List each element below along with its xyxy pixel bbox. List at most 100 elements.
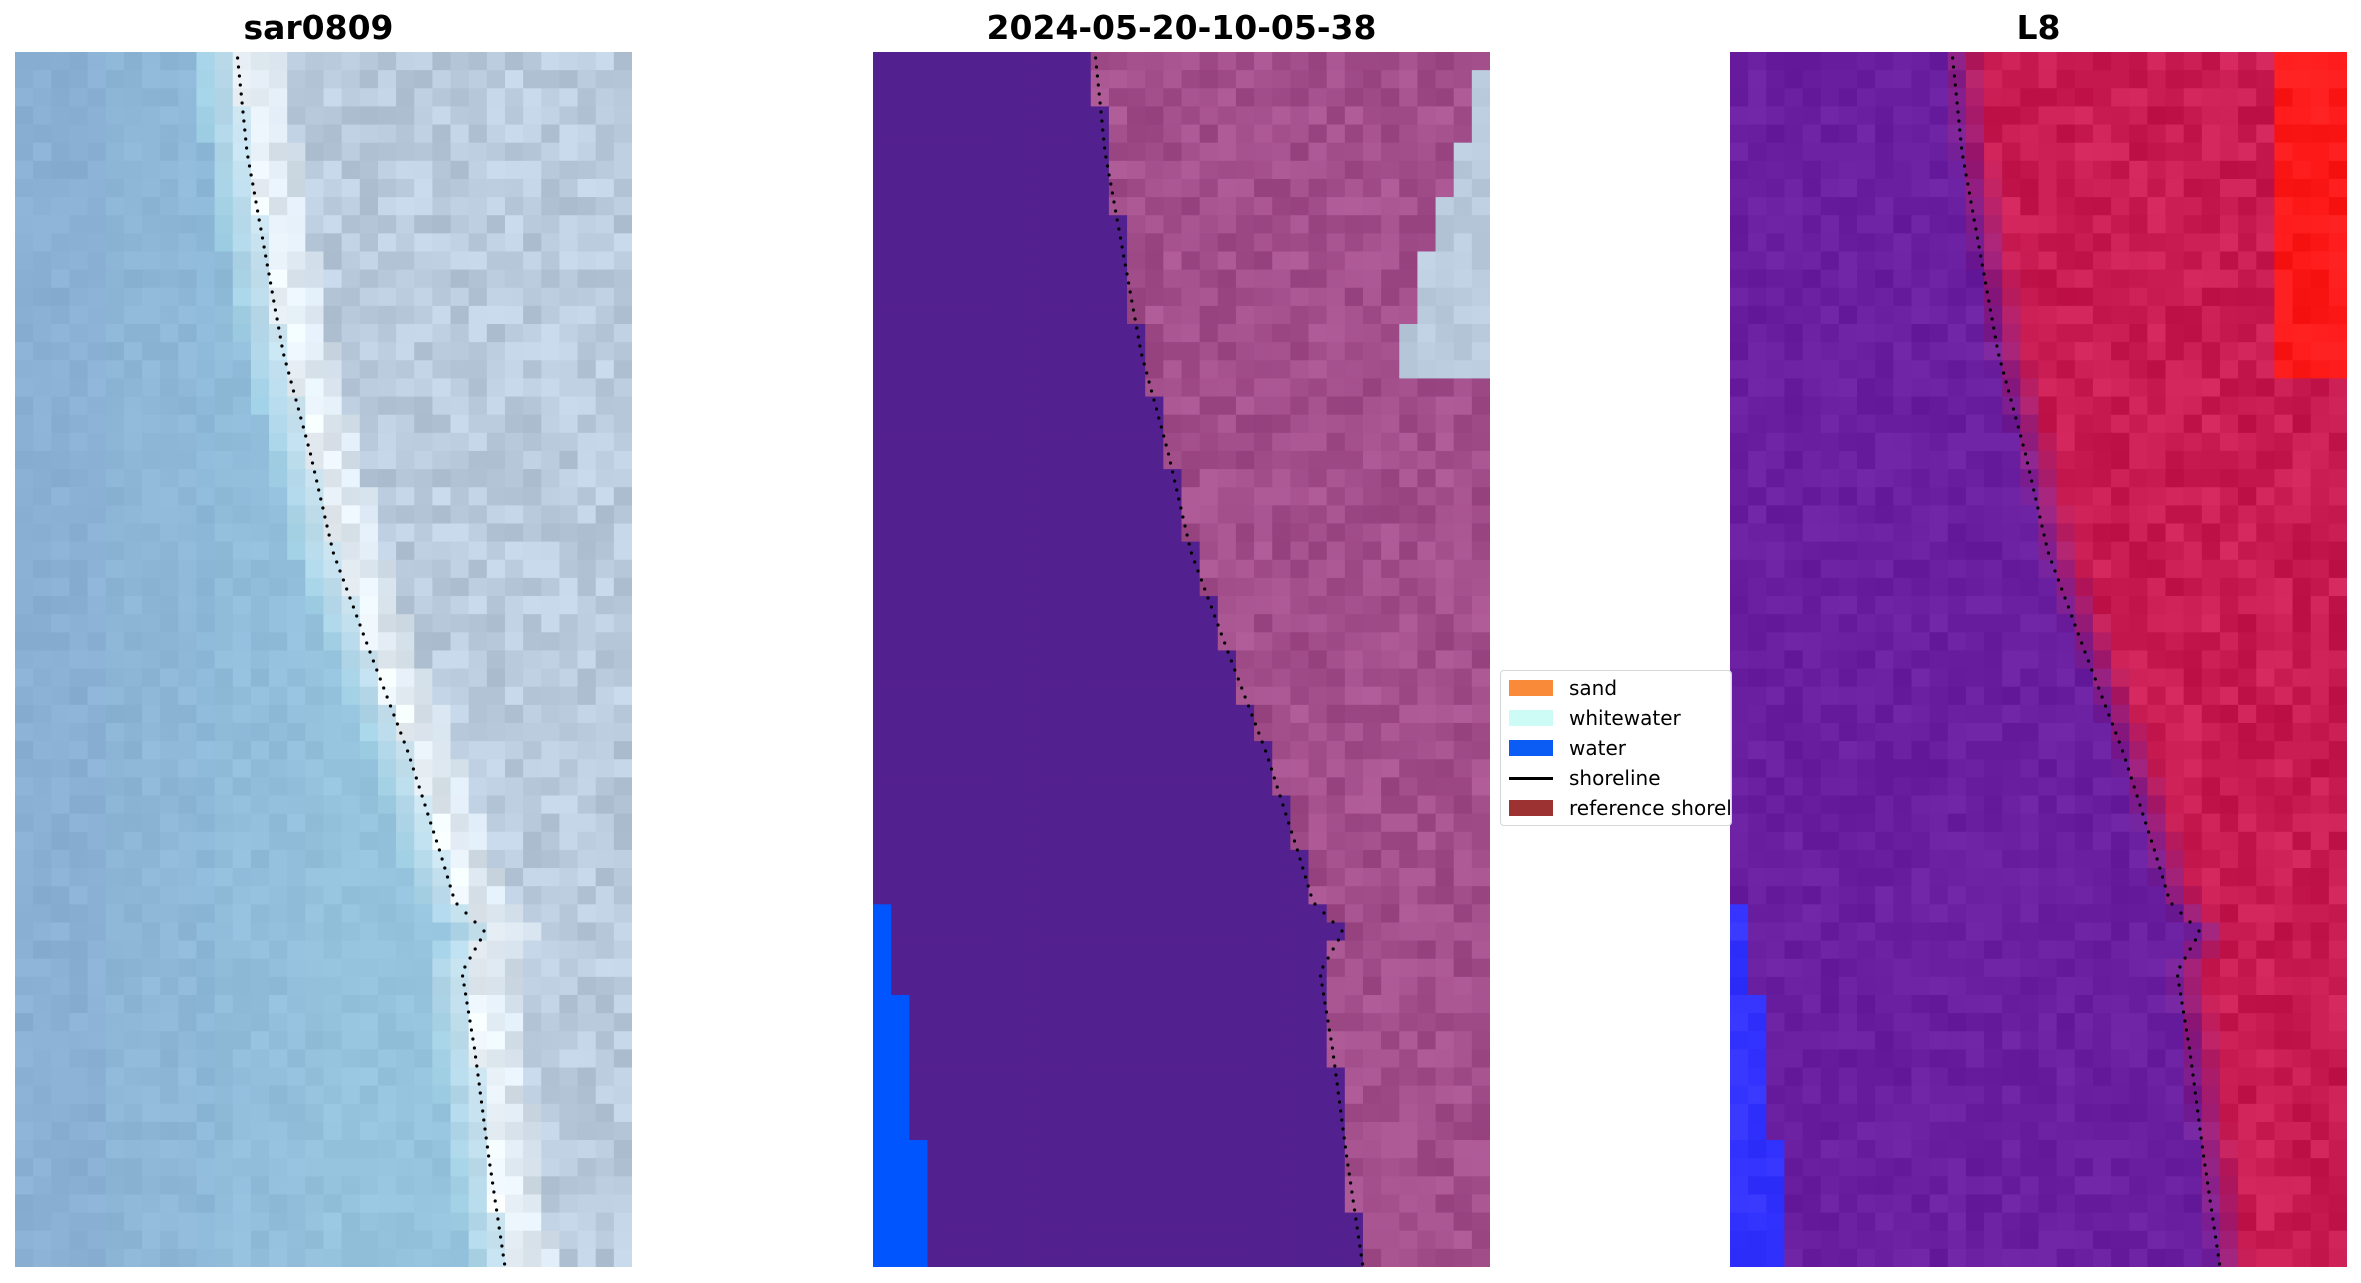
image-pixel: [1471, 559, 1490, 579]
image-pixel: [51, 904, 71, 924]
image-pixel: [359, 1230, 379, 1250]
image-pixel: [305, 686, 325, 706]
image-pixel: [1018, 1103, 1037, 1123]
image-pixel: [323, 904, 343, 924]
image-pixel: [33, 450, 52, 470]
image-pixel: [1018, 178, 1037, 198]
image-pixel: [1018, 342, 1037, 361]
image-pixel: [1036, 976, 1056, 996]
image-pixel: [214, 904, 234, 924]
image-pixel: [595, 813, 615, 833]
image-pixel: [486, 324, 506, 343]
image-pixel: [160, 741, 179, 760]
image-pixel: [269, 396, 288, 416]
image-pixel: [123, 704, 143, 724]
image-pixel: [1399, 1013, 1419, 1032]
image-pixel: [214, 868, 234, 887]
image-pixel: [160, 324, 179, 343]
image-pixel: [450, 922, 470, 942]
image-pixel: [927, 650, 947, 670]
image-pixel: [541, 759, 561, 778]
image-pixel: [909, 287, 929, 307]
image-pixel: [1911, 52, 1931, 71]
image-pixel: [945, 1212, 965, 1232]
image-pixel: [1108, 1085, 1128, 1105]
image-pixel: [414, 614, 433, 633]
image-pixel: [1090, 904, 1110, 924]
image-pixel: [1127, 1140, 1146, 1159]
image-pixel: [105, 360, 125, 380]
shoreline-point: [1096, 83, 1100, 87]
image-pixel: [909, 958, 929, 978]
image-pixel: [450, 722, 470, 742]
image-pixel: [1326, 1212, 1346, 1232]
image-pixel: [891, 541, 910, 561]
image-pixel: [1108, 414, 1128, 434]
image-pixel: [486, 958, 506, 978]
image-pixel: [1163, 287, 1183, 307]
image-pixel: [1072, 52, 1092, 71]
image-pixel: [1072, 287, 1092, 307]
image-pixel: [160, 958, 179, 978]
image-pixel: [2201, 70, 2221, 89]
image-pixel: [1145, 541, 1164, 561]
image-pixel: [1326, 523, 1346, 543]
image-pixel: [1145, 305, 1164, 325]
image-pixel: [1453, 813, 1473, 833]
image-pixel: [1326, 450, 1346, 470]
image-pixel: [269, 632, 288, 652]
image-pixel: [559, 632, 579, 652]
image-pixel: [123, 886, 143, 905]
image-pixel: [87, 432, 107, 452]
image-pixel: [541, 904, 561, 924]
image-pixel: [33, 1140, 52, 1159]
image-pixel: [1471, 632, 1490, 652]
image-pixel: [359, 88, 379, 107]
shoreline-point: [475, 1064, 479, 1068]
shoreline-point: [1216, 623, 1220, 627]
image-pixel: [963, 1013, 983, 1032]
image-pixel: [178, 1140, 198, 1159]
image-pixel: [963, 160, 983, 180]
shoreline-point: [1115, 218, 1119, 222]
image-pixel: [945, 342, 965, 361]
image-pixel: [1254, 922, 1273, 942]
image-pixel: [1000, 251, 1019, 271]
image-pixel: [1018, 1085, 1037, 1105]
image-pixel: [1471, 904, 1490, 924]
image-pixel: [1453, 88, 1473, 107]
image-pixel: [1290, 614, 1310, 633]
image-pixel: [909, 668, 929, 688]
image-pixel: [359, 940, 379, 960]
image-pixel: [577, 396, 597, 416]
image-pixel: [178, 233, 198, 253]
image-pixel: [1108, 378, 1128, 398]
image-pixel: [323, 632, 343, 652]
image-pixel: [1199, 994, 1219, 1014]
image-pixel: [1453, 632, 1473, 652]
image-pixel: [1471, 1176, 1490, 1196]
image-pixel: [909, 632, 929, 652]
image-pixel: [1127, 650, 1146, 670]
image-pixel: [1308, 1230, 1328, 1250]
shoreline-point: [414, 776, 418, 780]
image-pixel: [1145, 614, 1164, 633]
image-pixel: [559, 886, 579, 905]
image-pixel: [1072, 396, 1092, 416]
image-pixel: [450, 994, 470, 1014]
image-pixel: [1471, 596, 1490, 615]
image-pixel: [15, 741, 34, 760]
image-pixel: [523, 287, 542, 307]
image-pixel: [142, 414, 161, 434]
image-pixel: [486, 414, 506, 434]
image-pixel: [909, 360, 929, 380]
image-pixel: [250, 831, 270, 851]
image-pixel: [142, 1230, 161, 1250]
image-pixel: [269, 360, 288, 380]
image-pixel: [523, 124, 542, 144]
image-pixel: [1036, 813, 1056, 833]
image-pixel: [927, 541, 947, 561]
image-pixel: [541, 976, 561, 996]
image-pixel: [1381, 813, 1400, 833]
image-pixel: [1163, 940, 1183, 960]
